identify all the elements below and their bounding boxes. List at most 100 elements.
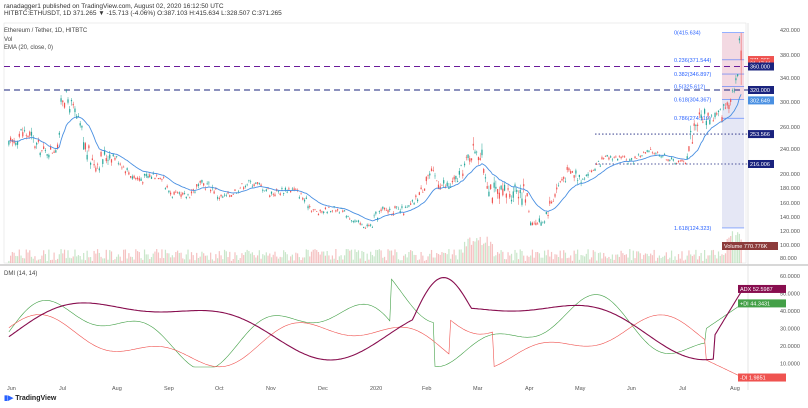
volume-bar <box>359 258 361 263</box>
volume-bar <box>63 249 66 263</box>
candle <box>543 221 546 223</box>
volume-bar <box>55 260 57 263</box>
candle <box>710 115 713 117</box>
volume-bar <box>265 252 267 263</box>
candle <box>361 223 363 225</box>
candle <box>366 224 368 227</box>
candle <box>18 133 20 137</box>
candle <box>180 194 182 197</box>
volume-bar <box>622 253 624 263</box>
volume-bar <box>270 257 273 263</box>
candle <box>507 188 509 190</box>
candle <box>182 192 184 195</box>
candle <box>135 177 137 180</box>
candle <box>251 185 253 187</box>
candle <box>27 136 29 138</box>
volume-bar <box>288 260 290 263</box>
candle <box>67 99 69 103</box>
candle <box>41 150 43 151</box>
candle <box>265 189 267 191</box>
volume-bar <box>550 251 553 263</box>
volume-bar <box>366 253 368 263</box>
volume-bar <box>637 251 640 263</box>
volume-bar <box>65 258 67 263</box>
volume-bar <box>404 254 407 263</box>
volume-bar <box>382 257 384 263</box>
candle <box>244 185 247 187</box>
tradingview-logo: ▮▶ TradingView <box>4 394 56 402</box>
volume-bar <box>316 250 318 263</box>
volume-bar <box>283 250 285 263</box>
volume-bar <box>317 251 320 263</box>
volume-bar <box>406 257 408 263</box>
candle <box>629 159 631 161</box>
candle <box>185 196 187 199</box>
volume-bar <box>688 250 690 263</box>
candle <box>91 158 93 160</box>
candle <box>95 167 97 172</box>
volume-bar <box>512 260 514 263</box>
volume-bar <box>505 259 507 263</box>
candle <box>531 222 534 226</box>
volume-bar <box>284 252 287 263</box>
candle <box>457 180 459 182</box>
volume-bar <box>296 253 299 263</box>
candle <box>241 183 243 185</box>
candle <box>495 186 497 189</box>
volume-bar <box>561 258 563 263</box>
volume-bar <box>702 260 704 263</box>
candle <box>714 113 716 118</box>
candle <box>303 199 306 202</box>
candle <box>159 177 161 179</box>
volume-bar <box>651 255 654 263</box>
candle <box>524 199 527 203</box>
candle <box>410 203 412 205</box>
volume-bar <box>636 251 638 263</box>
candle <box>131 176 133 179</box>
volume-bar <box>321 251 323 263</box>
volume-bar <box>495 255 497 263</box>
volume-bar <box>342 259 344 263</box>
plus-di-line <box>8 278 742 368</box>
x-tick-label-0: Jun <box>7 386 16 392</box>
volume-bar <box>528 256 530 263</box>
candle <box>599 165 601 167</box>
x-tick-label-5: Nov <box>266 386 276 392</box>
volume-bar <box>724 253 727 263</box>
candle <box>107 159 109 161</box>
candle <box>156 174 158 176</box>
candle <box>623 156 626 158</box>
volume-bar <box>237 259 240 263</box>
volume-bar <box>171 255 173 263</box>
volume-bar <box>168 253 170 263</box>
volume-bar <box>48 249 50 263</box>
volume-bar <box>227 257 229 263</box>
candle <box>695 124 697 127</box>
volume-bar <box>56 258 59 263</box>
volume-bar <box>646 253 648 263</box>
candle <box>392 212 394 216</box>
candle <box>218 197 220 199</box>
ema-legend: EMA (20, close, 0) <box>4 45 54 51</box>
candle <box>147 175 149 178</box>
volume-bar <box>667 259 669 263</box>
volume-bar <box>672 259 674 263</box>
volume-bar <box>479 236 481 263</box>
dmi-label-box-0 <box>738 284 786 293</box>
volume-bar <box>380 250 382 263</box>
candle <box>406 206 408 208</box>
y-tick-label-7: 180.000 <box>780 186 800 192</box>
volume-bar <box>446 254 448 263</box>
volume-bar <box>378 249 380 263</box>
volume-bar <box>347 249 349 263</box>
volume-bar <box>472 241 474 263</box>
volume-bar <box>568 257 570 263</box>
ema-line <box>8 94 742 222</box>
candle <box>232 194 234 195</box>
volume-bar <box>526 255 528 263</box>
candle <box>189 197 191 199</box>
candle <box>561 178 563 181</box>
volume-bar <box>197 257 200 263</box>
candle <box>397 208 400 210</box>
